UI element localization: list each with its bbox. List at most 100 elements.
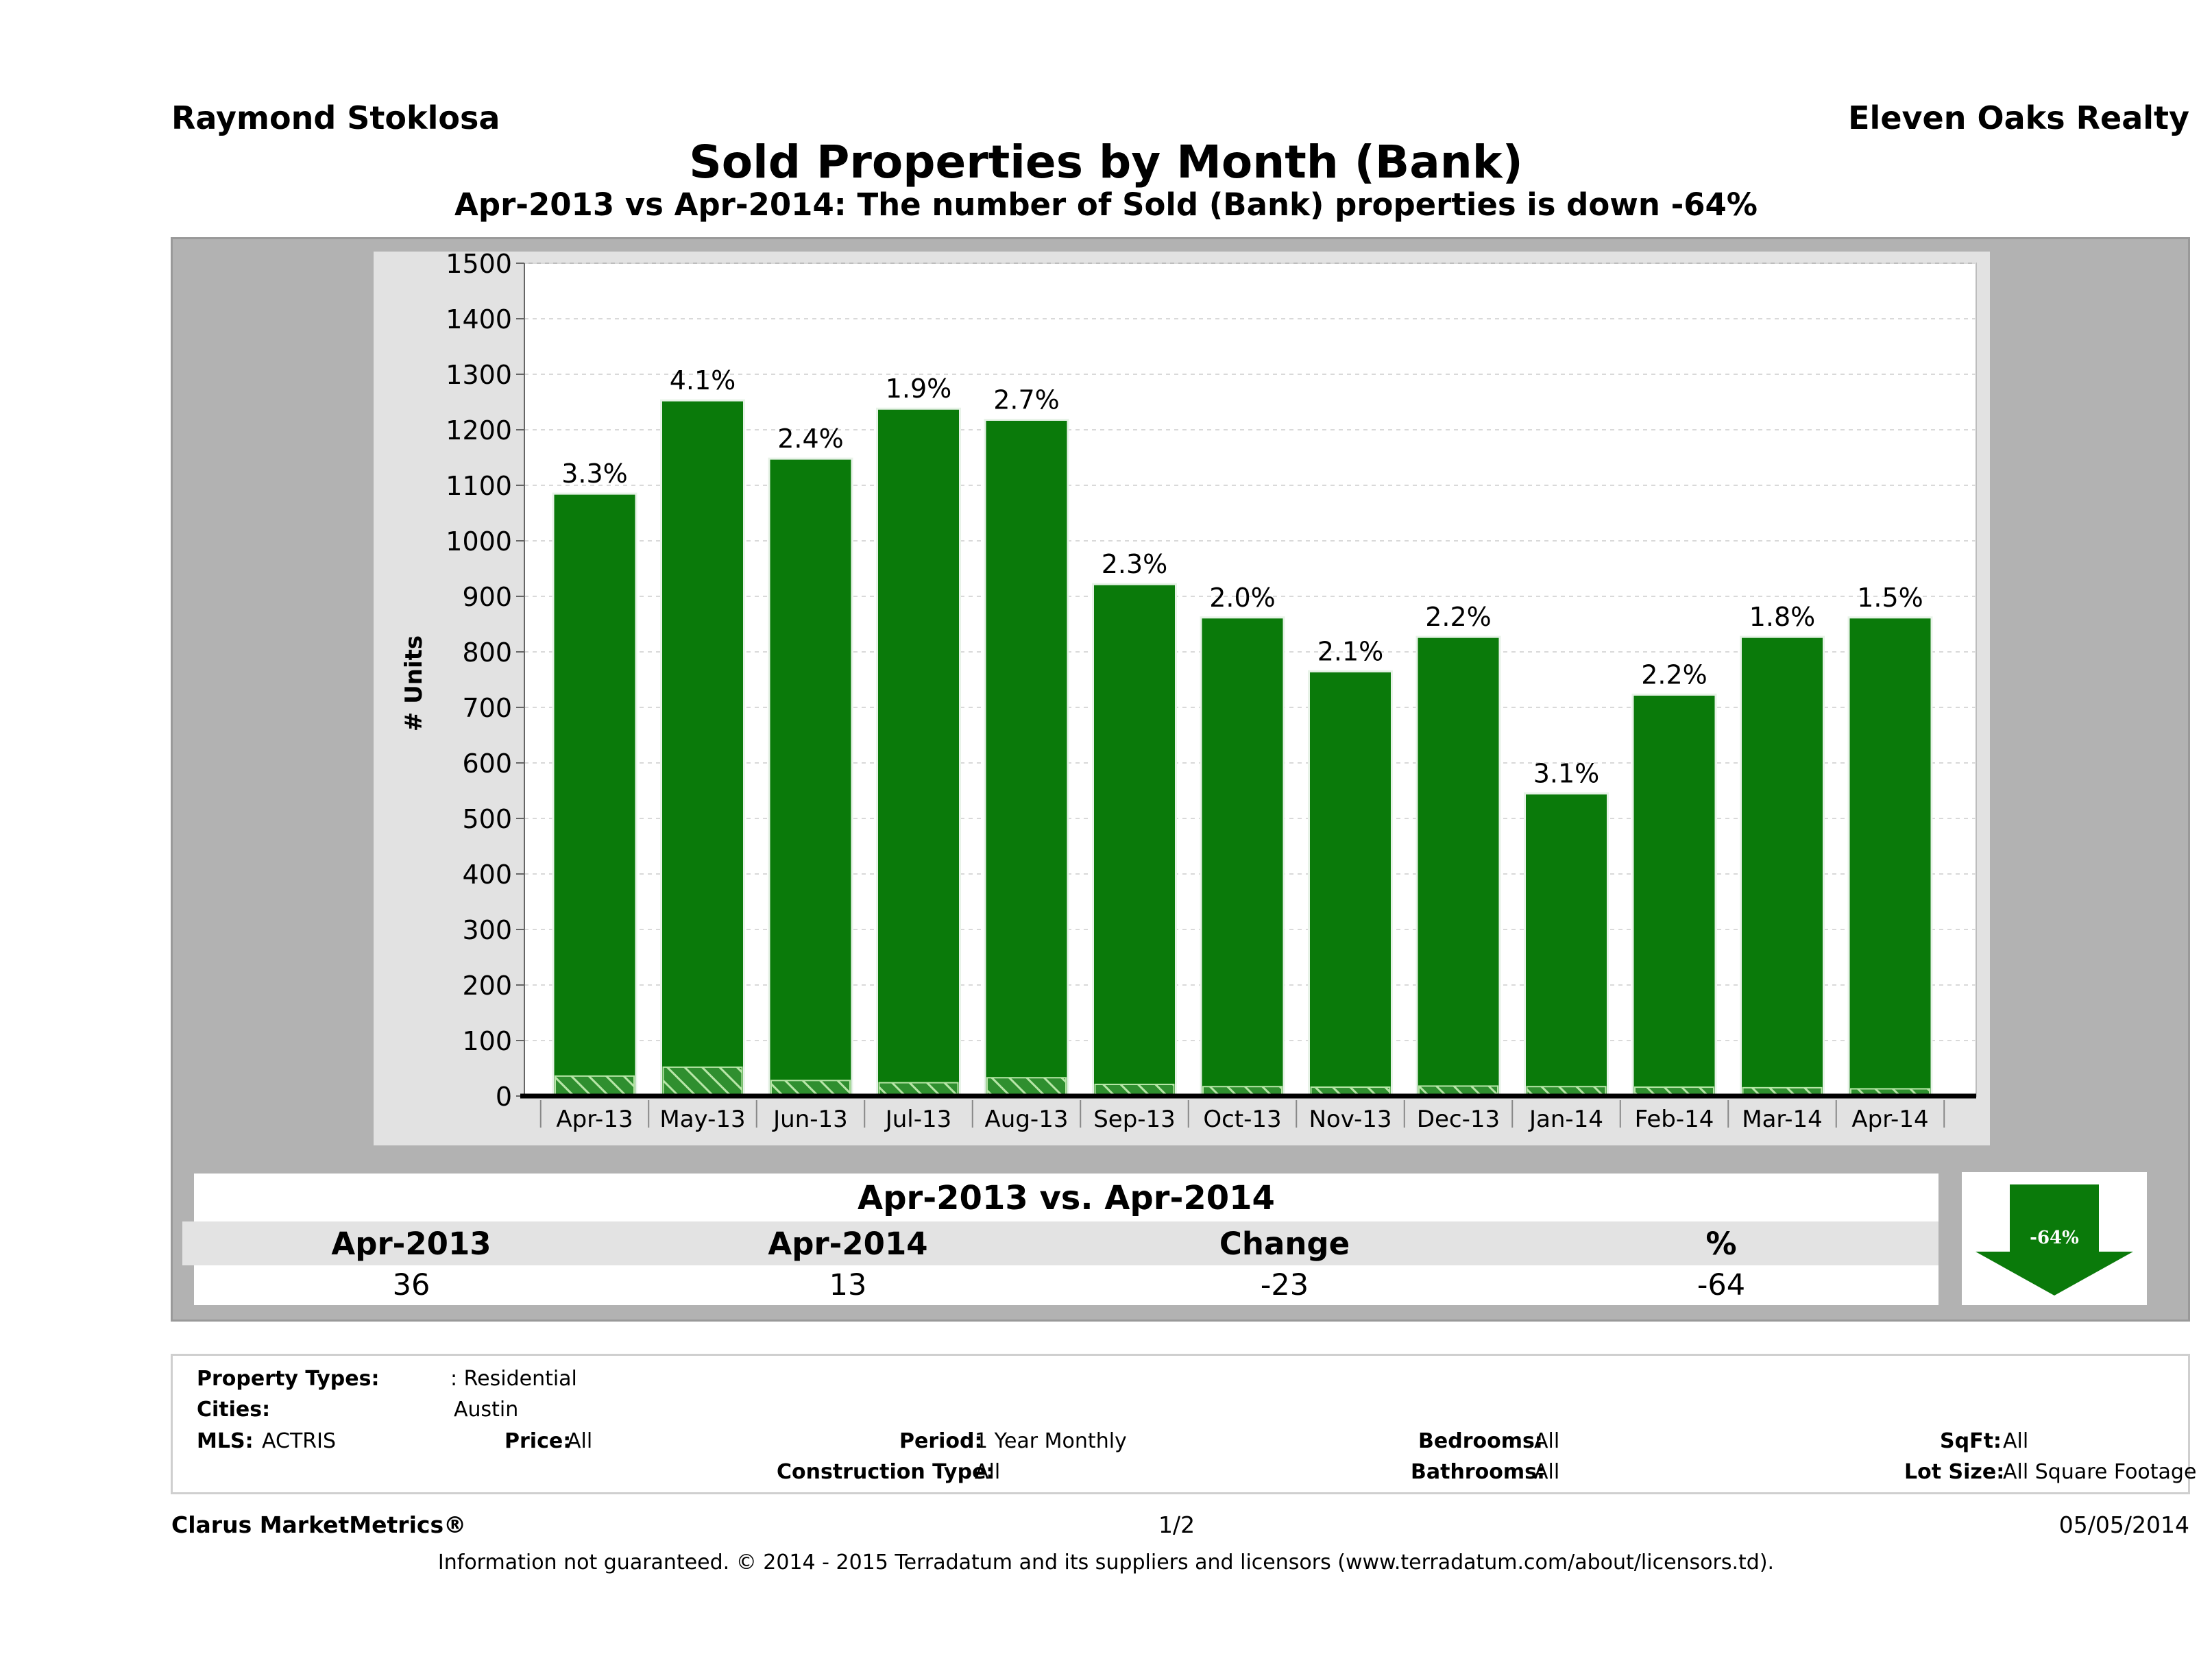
bar-total (1092, 583, 1177, 1097)
comparison-value-percent: -64 (1697, 1268, 1746, 1302)
y-tick-label: 0 (496, 1082, 512, 1112)
brand-name: Clarus MarketMetrics® (171, 1511, 467, 1538)
construction-type-label: Construction Type: (777, 1460, 995, 1484)
criteria-box (171, 1354, 2190, 1494)
y-tick-label: 1400 (446, 304, 512, 335)
bedrooms-label: Bedrooms: (1418, 1429, 1543, 1453)
down-arrow-icon: -64% (1976, 1184, 2133, 1296)
y-tick-label: 500 (462, 804, 512, 834)
x-tick-label: Apr-14 (1851, 1106, 1928, 1133)
sqft-value: All (2003, 1429, 2029, 1453)
chart-title: Sold Properties by Month (Bank) (689, 136, 1523, 189)
data-label: 4.1% (670, 365, 736, 396)
comparison-title: Apr-2013 vs. Apr-2014 (858, 1179, 1275, 1217)
bar-total (768, 457, 853, 1097)
data-label: 2.3% (1102, 549, 1168, 579)
data-label: 3.3% (561, 459, 628, 489)
trend-label: -64% (2030, 1228, 2079, 1248)
data-label: 2.7% (993, 385, 1060, 415)
period-label: Period: (899, 1429, 983, 1453)
x-tick-label: Mar-14 (1742, 1106, 1823, 1133)
mls-label: MLS: (197, 1429, 254, 1453)
bar-total (1631, 693, 1717, 1097)
y-tick-label: 1500 (446, 252, 512, 279)
x-tick-label: Jan-14 (1528, 1106, 1603, 1133)
y-tick-label: 400 (462, 860, 512, 890)
data-label: 2.2% (1425, 602, 1492, 632)
x-tick-label: Sep-13 (1093, 1106, 1176, 1133)
bathrooms-label: Bathrooms: (1411, 1460, 1545, 1484)
y-axis-label: # Units (400, 635, 428, 731)
bar-total (1847, 616, 1933, 1097)
data-label: 2.2% (1641, 659, 1707, 690)
data-label: 2.0% (1209, 583, 1276, 613)
mls-value: ACTRIS (262, 1429, 337, 1453)
y-tick-label: 800 (462, 637, 512, 668)
x-tick-label: Apr-13 (556, 1106, 633, 1133)
property-types-label: Property Types: (197, 1367, 380, 1391)
data-label: 3.1% (1533, 759, 1600, 789)
bar-total (552, 492, 637, 1097)
x-tick-label: Jul-13 (884, 1106, 952, 1133)
bar-total (1740, 635, 1825, 1097)
y-tick-label: 1300 (446, 360, 512, 390)
comparison-title-band (194, 1174, 1938, 1221)
bar-total (660, 399, 745, 1097)
x-tick-label: Feb-14 (1635, 1106, 1714, 1133)
bar-chart: 3.3% 4.1% 2.4% 1.9% 2.7% 2.3% 2.0% 2.1% 2.2% 3.1%… (400, 252, 1977, 1133)
y-tick-label: 1200 (446, 415, 512, 446)
property-types-value: : Residential (450, 1367, 577, 1391)
period-value: 1 Year Monthly (975, 1429, 1127, 1453)
bar-total (876, 407, 961, 1097)
price-value: All (567, 1429, 593, 1453)
trend-indicator: -64% (1962, 1172, 2147, 1305)
bedrooms-value: All (1534, 1429, 1560, 1453)
y-tick-label: 100 (462, 1026, 512, 1056)
lot-size-value: All Square Footage (2003, 1460, 2197, 1484)
comparison-header-apr2013: Apr-2013 (331, 1226, 491, 1262)
comparison-header-percent: % (1705, 1226, 1737, 1262)
y-tick-label: 200 (462, 971, 512, 1001)
bar-bank (555, 1075, 635, 1097)
comparison-header-apr2014: Apr-2014 (768, 1226, 928, 1262)
data-label: 1.9% (886, 374, 952, 404)
comparison-value-apr2014: 13 (829, 1268, 867, 1302)
comparison-value-change: -23 (1260, 1268, 1309, 1302)
x-tick-label: Jun-13 (772, 1106, 848, 1133)
chart-subtitle: Apr-2013 vs Apr-2014: The number of Sold… (454, 186, 1758, 223)
data-label: 1.8% (1749, 602, 1816, 632)
price-label: Price: (505, 1429, 572, 1453)
comparison-value-apr2013: 36 (392, 1268, 430, 1302)
company-name: Eleven Oaks Realty (1848, 99, 2189, 136)
bar-total (1200, 616, 1285, 1097)
disclaimer: Information not guaranteed. © 2014 - 201… (437, 1551, 1775, 1574)
x-tick-label: Dec-13 (1417, 1106, 1500, 1133)
bar-total (1524, 792, 1609, 1097)
x-tick-label: Nov-13 (1309, 1106, 1392, 1133)
report-date: 05/05/2014 (2058, 1511, 2189, 1538)
lot-size-label: Lot Size: (1904, 1460, 2005, 1484)
page-number: 1/2 (1158, 1511, 1195, 1538)
bathrooms-value: All (1534, 1460, 1560, 1484)
bar-total (984, 418, 1069, 1097)
y-tick-label: 900 (462, 582, 512, 612)
data-label: 2.1% (1317, 636, 1384, 666)
y-tick-label: 700 (462, 693, 512, 723)
comparison-value-band (194, 1265, 1938, 1305)
data-label: 1.5% (1857, 583, 1923, 613)
sqft-label: SqFt: (1940, 1429, 2002, 1453)
y-tick-label: 1100 (446, 471, 512, 501)
construction-type-value: All (975, 1460, 1001, 1484)
comparison-header-change: Change (1219, 1226, 1350, 1262)
x-tick-label: May-13 (659, 1106, 745, 1133)
y-tick-label: 600 (462, 749, 512, 779)
agent-name: Raymond Stoklosa (171, 99, 500, 136)
bar-total (1415, 635, 1501, 1097)
bar-total (1308, 670, 1393, 1097)
y-tick-label: 300 (462, 915, 512, 945)
cities-label: Cities: (197, 1398, 271, 1422)
y-tick-label: 1000 (446, 526, 512, 557)
cities-value: Austin (454, 1398, 519, 1422)
comparison-header-band (182, 1221, 1938, 1265)
bar-bank (986, 1077, 1067, 1097)
